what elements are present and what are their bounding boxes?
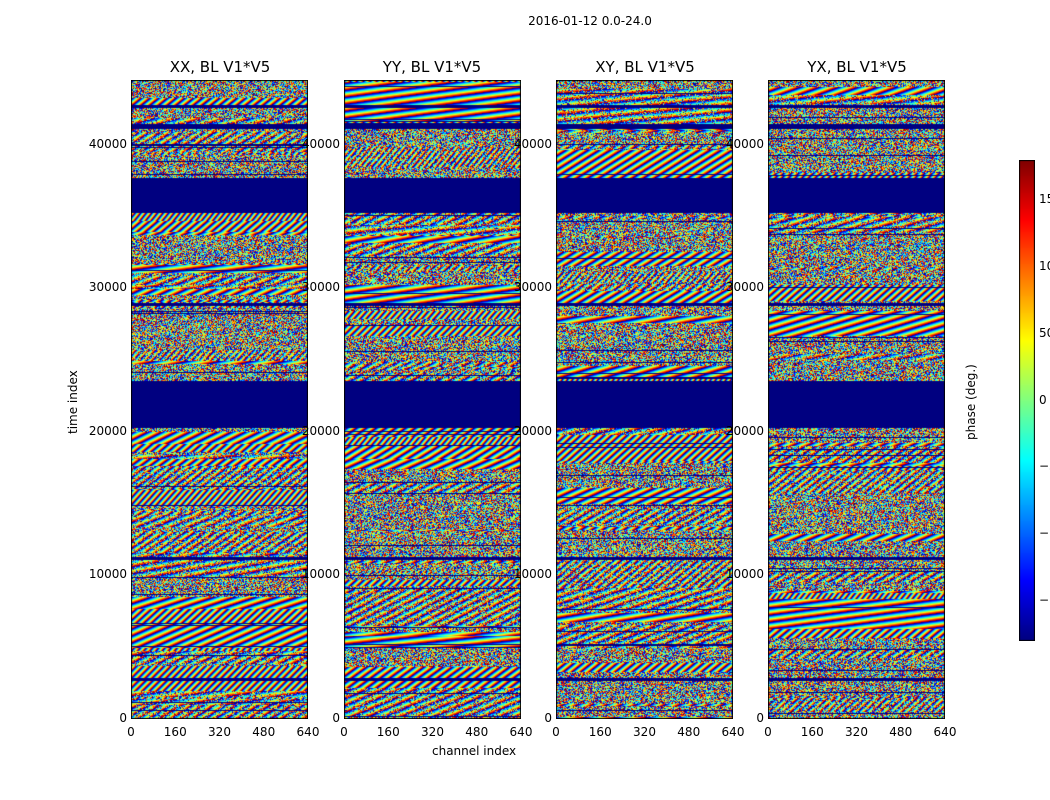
y-tick-label: 40000	[725, 136, 764, 151]
panel-title-xy: XY, BL V1*V5	[595, 58, 695, 76]
x-tick-label: 640	[721, 725, 745, 739]
y-tick-label: 0	[756, 711, 764, 725]
colorbar-label: phase (deg.)	[964, 364, 978, 440]
x-tick-label: 320	[421, 725, 444, 739]
y-tick-label: 10000	[513, 567, 552, 582]
x-tick-label: 160	[800, 725, 824, 739]
x-tick-label: 480	[677, 725, 701, 739]
x-tick-label: 320	[633, 725, 656, 739]
heatmap-xx	[131, 80, 308, 719]
x-tick-label: 0	[764, 725, 772, 739]
x-tick-label: 0	[340, 725, 348, 739]
y-tick-label: 10000	[301, 567, 340, 582]
colorbar	[1019, 160, 1035, 641]
colorbar-tick-label: 150	[1039, 192, 1050, 207]
y-tick-label: 20000	[88, 423, 127, 438]
x-tick-label: 640	[509, 725, 533, 739]
y-tick-label: 20000	[301, 423, 340, 438]
heatmap-xy	[556, 80, 733, 719]
x-tick-label: 640	[296, 725, 320, 739]
x-tick-label: 0	[127, 725, 135, 739]
y-tick-label: 40000	[513, 136, 552, 151]
y-tick-label: 40000	[301, 136, 340, 151]
heatmap-yy	[344, 80, 521, 719]
y-tick-label: 30000	[88, 280, 127, 295]
colorbar-tick-label: −100	[1039, 526, 1050, 541]
x-tick-label: 160	[376, 725, 400, 739]
figure-suptitle: 2016-01-12 0.0-24.0	[528, 14, 652, 28]
y-tick-label: 0	[544, 711, 552, 725]
y-tick-label: 0	[332, 711, 340, 725]
colorbar-tick-label: −50	[1039, 459, 1050, 474]
colorbar-tick-label: 100	[1039, 258, 1050, 273]
y-tick-label: 30000	[513, 280, 552, 295]
y-tick-label: 40000	[88, 136, 127, 151]
x-tick-label: 480	[889, 725, 913, 739]
x-tick-label: 480	[252, 725, 276, 739]
y-tick-label: 0	[119, 711, 127, 725]
colorbar-tick-label: 50	[1039, 325, 1050, 340]
panel-title-xx: XX, BL V1*V5	[169, 58, 271, 76]
y-tick-label: 10000	[725, 567, 764, 582]
y-tick-label: 20000	[513, 423, 552, 438]
x-tick-label: 160	[588, 725, 612, 739]
x-axis-label: channel index	[432, 744, 517, 758]
heatmap-yx	[768, 80, 945, 719]
x-tick-label: 0	[552, 725, 560, 739]
x-tick-label: 160	[163, 725, 187, 739]
y-tick-label: 20000	[725, 423, 764, 438]
y-axis-label: time index	[66, 370, 80, 434]
x-tick-label: 640	[933, 725, 957, 739]
y-tick-label: 30000	[725, 280, 764, 295]
y-tick-label: 10000	[88, 567, 127, 582]
panel-title-yy: YY, BL V1*V5	[382, 58, 482, 76]
panel-title-yx: YX, BL V1*V5	[807, 58, 907, 76]
colorbar-tick-label: 0	[1039, 392, 1047, 407]
x-tick-label: 320	[845, 725, 868, 739]
x-tick-label: 320	[208, 725, 231, 739]
y-tick-label: 30000	[301, 280, 340, 295]
colorbar-tick-label: −150	[1039, 592, 1050, 607]
x-tick-label: 480	[465, 725, 489, 739]
